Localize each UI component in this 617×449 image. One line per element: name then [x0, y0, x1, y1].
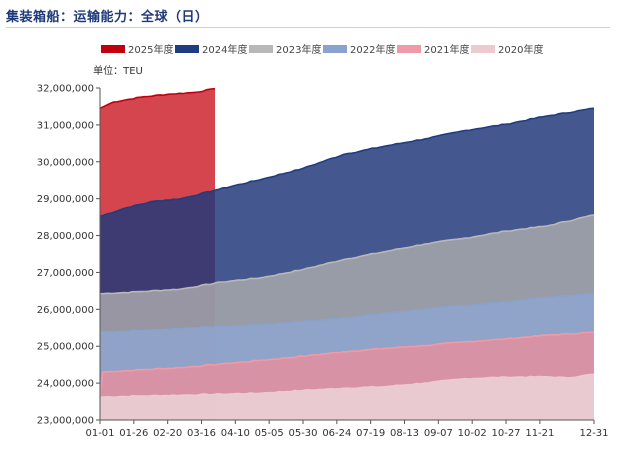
x-tick-label: 01-26	[119, 428, 148, 439]
chart-title: 集装箱船：运输能力：全球（日）	[6, 10, 209, 25]
y-tick-label: 31,000,000	[37, 120, 94, 131]
x-tick-label: 05-05	[255, 428, 284, 439]
series-line-4	[99, 331, 595, 398]
x-axis: 01-01 01-26 02-20 03-16 04-10 05-05 05-30 06-24…	[85, 419, 609, 439]
x-tick-label: 12-31	[579, 428, 608, 439]
x-tick-label: 06-24	[322, 428, 351, 439]
y-tick-label: 30,000,000	[37, 157, 94, 168]
series-line-5	[99, 373, 595, 399]
x-tick-label: 05-30	[288, 428, 317, 439]
plot-area	[99, 87, 595, 421]
legend-label: 2021年度	[424, 43, 469, 56]
x-tick-label: 10-27	[491, 428, 520, 439]
y-tick-label: 29,000,000	[37, 194, 94, 205]
x-tick-label: 08-13	[390, 428, 419, 439]
x-tick-label: 11-21	[525, 428, 554, 439]
y-tick-label: 25,000,000	[37, 342, 94, 353]
y-tick-label: 26,000,000	[37, 305, 94, 316]
legend-swatch	[249, 45, 273, 53]
legend-swatch	[323, 45, 347, 53]
y-tick-label: 24,000,000	[37, 379, 94, 390]
legend: 2025年度 2024年度 2023年度 2022年度 2021年度 2020年度	[101, 43, 543, 56]
legend-label: 2024年度	[202, 43, 247, 56]
series-line-1	[99, 107, 595, 218]
legend-swatch	[397, 45, 421, 53]
x-tick-label: 01-01	[85, 428, 114, 439]
legend-swatch	[175, 45, 199, 53]
y-tick-label: 28,000,000	[37, 231, 94, 242]
x-tick-label: 03-16	[187, 428, 216, 439]
series-area-5	[100, 374, 594, 420]
series-line-0	[99, 87, 216, 110]
y-tick-label: 32,000,000	[37, 84, 94, 95]
unit-label: 单位：TEU	[93, 64, 143, 77]
legend-label: 2023年度	[276, 43, 321, 56]
x-tick-label: 10-02	[458, 428, 487, 439]
x-tick-label: 09-07	[424, 428, 453, 439]
x-tick-label: 07-19	[356, 428, 385, 439]
x-tick-label: 02-20	[153, 428, 182, 439]
y-tick-label: 23,000,000	[37, 416, 94, 427]
series-line-3	[99, 292, 595, 334]
title-divider	[6, 27, 610, 28]
legend-swatch	[101, 45, 125, 53]
y-tick-label: 27,000,000	[37, 268, 94, 279]
series-line-2	[99, 214, 595, 295]
legend-label: 2022年度	[350, 43, 395, 56]
y-axis: 23,000,000 24,000,000 25,000,000 26,000,000…	[37, 84, 101, 427]
legend-swatch	[471, 45, 495, 53]
legend-label: 2025年度	[128, 43, 173, 56]
x-tick-label: 04-10	[221, 428, 250, 439]
legend-label: 2020年度	[498, 43, 543, 56]
